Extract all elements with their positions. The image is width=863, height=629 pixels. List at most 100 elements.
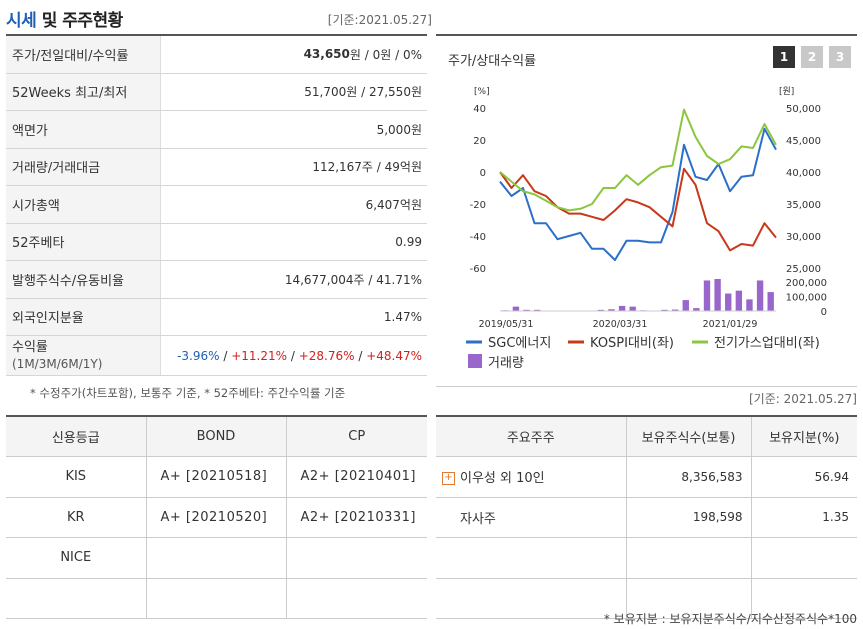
summary-label: 외국인지분율 bbox=[6, 298, 161, 335]
price-chart: [%] [원] 40 20 0 -20 -40 -60 50,000 45,000 40,000 35… bbox=[466, 86, 827, 371]
table-row: KR A+ [20210520] A2+ [20210331] bbox=[6, 497, 427, 538]
shareholders-table: 주요주주 보유주식수(보통) 보유지분(%) + 이우성 외 10인 8,356,… bbox=[436, 415, 857, 619]
summary-label: 액면가 bbox=[6, 111, 161, 148]
right-tick-label: 40,000 bbox=[786, 168, 821, 179]
summary-table: 주가/전일대비/수익률 43,650 원 / 0원 / 0% 52Weeks 최고… bbox=[6, 34, 427, 376]
summary-value: 14,677,004주 / 41.71% bbox=[284, 272, 422, 287]
series-line-2 bbox=[499, 167, 777, 252]
left-tick-label: 0 bbox=[480, 168, 486, 179]
returns-value: -3.96% / +11.21% / +28.76% / +48.47% bbox=[177, 348, 422, 363]
summary-value: 112,167주 / 49억원 bbox=[312, 160, 422, 175]
legend-swatch bbox=[468, 354, 482, 368]
right-tick-label: 25,000 bbox=[786, 264, 821, 275]
summary-footnote: * 수정주가(차트포함), 보통주 기준, * 52주베타: 주간수익률 기준 bbox=[30, 386, 346, 400]
summary-row: 주가/전일대비/수익률 43,650 원 / 0원 / 0% bbox=[6, 36, 427, 74]
returns-label: 수익률 (1M/3M/6M/1Y) bbox=[6, 336, 161, 375]
summary-label: 거래량/거래대금 bbox=[6, 148, 161, 185]
legend-label: 전기가스업대비(좌) bbox=[714, 336, 820, 351]
summary-row: 52Weeks 최고/최저 51,700원 / 27,550원 bbox=[6, 73, 427, 111]
holder-shares: 198,598 bbox=[626, 497, 752, 538]
summary-value: 6,407억원 bbox=[365, 197, 422, 212]
credit-agency: KR bbox=[6, 497, 147, 538]
summary-value: 1.47% bbox=[383, 309, 422, 324]
credit-header-row: 신용등급 BOND CP bbox=[6, 416, 427, 457]
table-row: NICE bbox=[6, 537, 427, 579]
x-tick-label: 2019/05/31 bbox=[479, 319, 534, 330]
summary-label: 52Weeks 최고/최저 bbox=[6, 73, 161, 110]
volume-bar bbox=[523, 309, 530, 311]
credit-header: CP bbox=[286, 416, 427, 457]
summary-label: 발행주식수/유동비율 bbox=[6, 261, 161, 298]
summary-value: 5,000원 bbox=[376, 122, 422, 137]
volume-bar bbox=[714, 279, 721, 311]
right-axis-unit: [원] bbox=[779, 86, 794, 97]
chart-page-2-button[interactable]: 2 bbox=[801, 46, 823, 68]
volume-bar bbox=[597, 309, 605, 311]
right-tick-label: 45,000 bbox=[786, 136, 821, 147]
credit-bond bbox=[146, 537, 287, 579]
holders-header: 주요주주 bbox=[436, 416, 627, 457]
chart-pager: 1 2 3 bbox=[773, 46, 851, 68]
summary-row: 거래량/거래대금 112,167주 / 49억원 bbox=[6, 148, 427, 186]
volume-bar bbox=[608, 309, 615, 311]
reference-date: [기준:2021.05.27] bbox=[327, 13, 432, 27]
credit-bond: A+ [20210520] bbox=[146, 497, 287, 538]
right-tick-label: 35,000 bbox=[786, 200, 821, 211]
left-tick-label: -20 bbox=[470, 200, 486, 211]
volume-bar bbox=[725, 293, 732, 311]
summary-value: 51,700원 / 27,550원 bbox=[304, 85, 422, 100]
summary-row: 시가총액 6,407억원 bbox=[6, 186, 427, 224]
volume-bar bbox=[746, 299, 753, 311]
volume-bar bbox=[533, 309, 541, 311]
table-row: 자사주 198,598 1.35 bbox=[436, 497, 857, 538]
credit-table: 신용등급 BOND CP KIS A+ [20210518] A2+ [2021… bbox=[6, 415, 427, 619]
left-tick-label: -40 bbox=[470, 232, 486, 243]
holders-footnote: * 보유지분 : 보유지분주식수/지수산정주식수*100 bbox=[603, 612, 857, 626]
chart-page-1-button[interactable]: 1 bbox=[773, 46, 795, 68]
returns-row: 수익률 (1M/3M/6M/1Y) -3.96% / +11.21% / +28… bbox=[6, 336, 427, 376]
credit-header: 신용등급 bbox=[6, 416, 147, 457]
x-tick-label: 2020/03/31 bbox=[593, 319, 648, 330]
credit-agency: NICE bbox=[6, 537, 147, 579]
chart-title: 주가/상대수익률 bbox=[448, 54, 537, 69]
volume-bar bbox=[661, 309, 668, 311]
summary-label: 시가총액 bbox=[6, 186, 161, 223]
summary-value: 0.99 bbox=[395, 234, 422, 249]
series-line-3 bbox=[499, 108, 777, 212]
volume-tick-label: 200,000 bbox=[786, 278, 827, 289]
credit-cp: A2+ [20210401] bbox=[286, 456, 427, 498]
holders-header: 보유지분(%) bbox=[751, 416, 857, 457]
volume-bar bbox=[735, 290, 743, 311]
credit-cp: A2+ [20210331] bbox=[286, 497, 427, 538]
plus-icon[interactable]: + bbox=[442, 472, 455, 486]
credit-agency: KIS bbox=[6, 456, 147, 498]
credit-bond: A+ [20210518] bbox=[146, 456, 287, 498]
left-tick-label: 40 bbox=[473, 104, 486, 115]
volume-bar bbox=[682, 300, 689, 311]
volume-bar bbox=[767, 292, 774, 311]
legend-label: SGC에너지 bbox=[488, 336, 551, 351]
table-row bbox=[6, 578, 427, 619]
holders-header-row: 주요주주 보유주식수(보통) 보유지분(%) bbox=[436, 416, 857, 457]
right-tick-label: 50,000 bbox=[786, 104, 821, 115]
credit-cp bbox=[286, 537, 427, 579]
holders-reference-date: [기준: 2021.05.27] bbox=[748, 392, 857, 406]
volume-bar bbox=[756, 280, 764, 311]
volume-tick-label: 100,000 bbox=[786, 292, 827, 303]
holder-name: 자사주 bbox=[436, 497, 627, 538]
summary-row: 52주베타 0.99 bbox=[6, 223, 427, 261]
summary-row: 발행주식수/유동비율 14,677,004주 / 41.71% bbox=[6, 261, 427, 299]
legend-label: 거래량 bbox=[488, 356, 524, 371]
table-row bbox=[436, 537, 857, 579]
holder-shares: 8,356,583 bbox=[626, 456, 752, 498]
holder-pct: 1.35 bbox=[751, 497, 857, 538]
summary-row: 액면가 5,000원 bbox=[6, 111, 427, 149]
chart-page-3-button[interactable]: 3 bbox=[829, 46, 851, 68]
table-row bbox=[436, 578, 857, 619]
section-title: 시세 및 주주현황 bbox=[6, 11, 123, 31]
summary-label: 주가/전일대비/수익률 bbox=[6, 36, 161, 73]
table-row: KIS A+ [20210518] A2+ [20210401] bbox=[6, 456, 427, 498]
holder-pct: 56.94 bbox=[751, 456, 857, 498]
right-tick-label: 30,000 bbox=[786, 232, 821, 243]
volume-bar bbox=[693, 308, 700, 311]
